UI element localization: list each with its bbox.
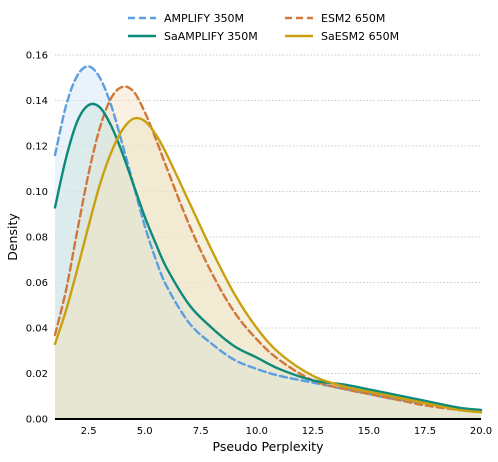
- series-line: [53, 116, 483, 414]
- series-lines: [53, 65, 483, 414]
- legend-label: SaAMPLIFY 350M: [164, 30, 258, 43]
- x-tick-label: 15.0: [358, 426, 380, 437]
- x-tick-label: 7.5: [193, 426, 209, 437]
- y-tick-label: 0.04: [26, 324, 48, 335]
- x-tick-label: 12.5: [302, 426, 324, 437]
- x-tick-labels: 2.5 5.0 7.5 10.0 12.5 15.0 17.5 20.0: [81, 426, 492, 437]
- y-tick-labels: 0.00 0.02 0.04 0.06 0.08 0.10 0.12 0.14 0.16: [26, 51, 48, 426]
- y-tick-label: 0.12: [26, 142, 48, 153]
- y-tick-label: 0.10: [26, 187, 48, 198]
- area-fill: [55, 118, 481, 419]
- y-axis-label: Density: [5, 213, 20, 261]
- x-tick-label: 2.5: [81, 426, 97, 437]
- legend-label: ESM2 650M: [321, 12, 385, 25]
- y-tick-label: 0.16: [26, 51, 48, 62]
- series-line: [53, 85, 483, 414]
- x-axis-label: Pseudo Perplexity: [213, 439, 325, 454]
- series-line: [53, 65, 483, 414]
- y-tick-label: 0.14: [26, 96, 48, 107]
- x-tick-label: 10.0: [246, 426, 268, 437]
- y-tick-label: 0.00: [26, 415, 48, 426]
- legend: AMPLIFY 350M ESM2 650M SaAMPLIFY 350M SaESM…: [128, 12, 399, 43]
- x-tick-label: 5.0: [137, 426, 153, 437]
- x-tick-label: 20.0: [470, 426, 492, 437]
- area-fills: [55, 66, 481, 420]
- legend-label: SaESM2 650M: [321, 30, 399, 43]
- x-tick-label: 17.5: [414, 426, 436, 437]
- y-tick-label: 0.02: [26, 369, 48, 380]
- legend-label: AMPLIFY 350M: [164, 12, 244, 25]
- y-tick-label: 0.06: [26, 278, 48, 289]
- series-line: [53, 102, 483, 412]
- y-tick-label: 0.08: [26, 233, 48, 244]
